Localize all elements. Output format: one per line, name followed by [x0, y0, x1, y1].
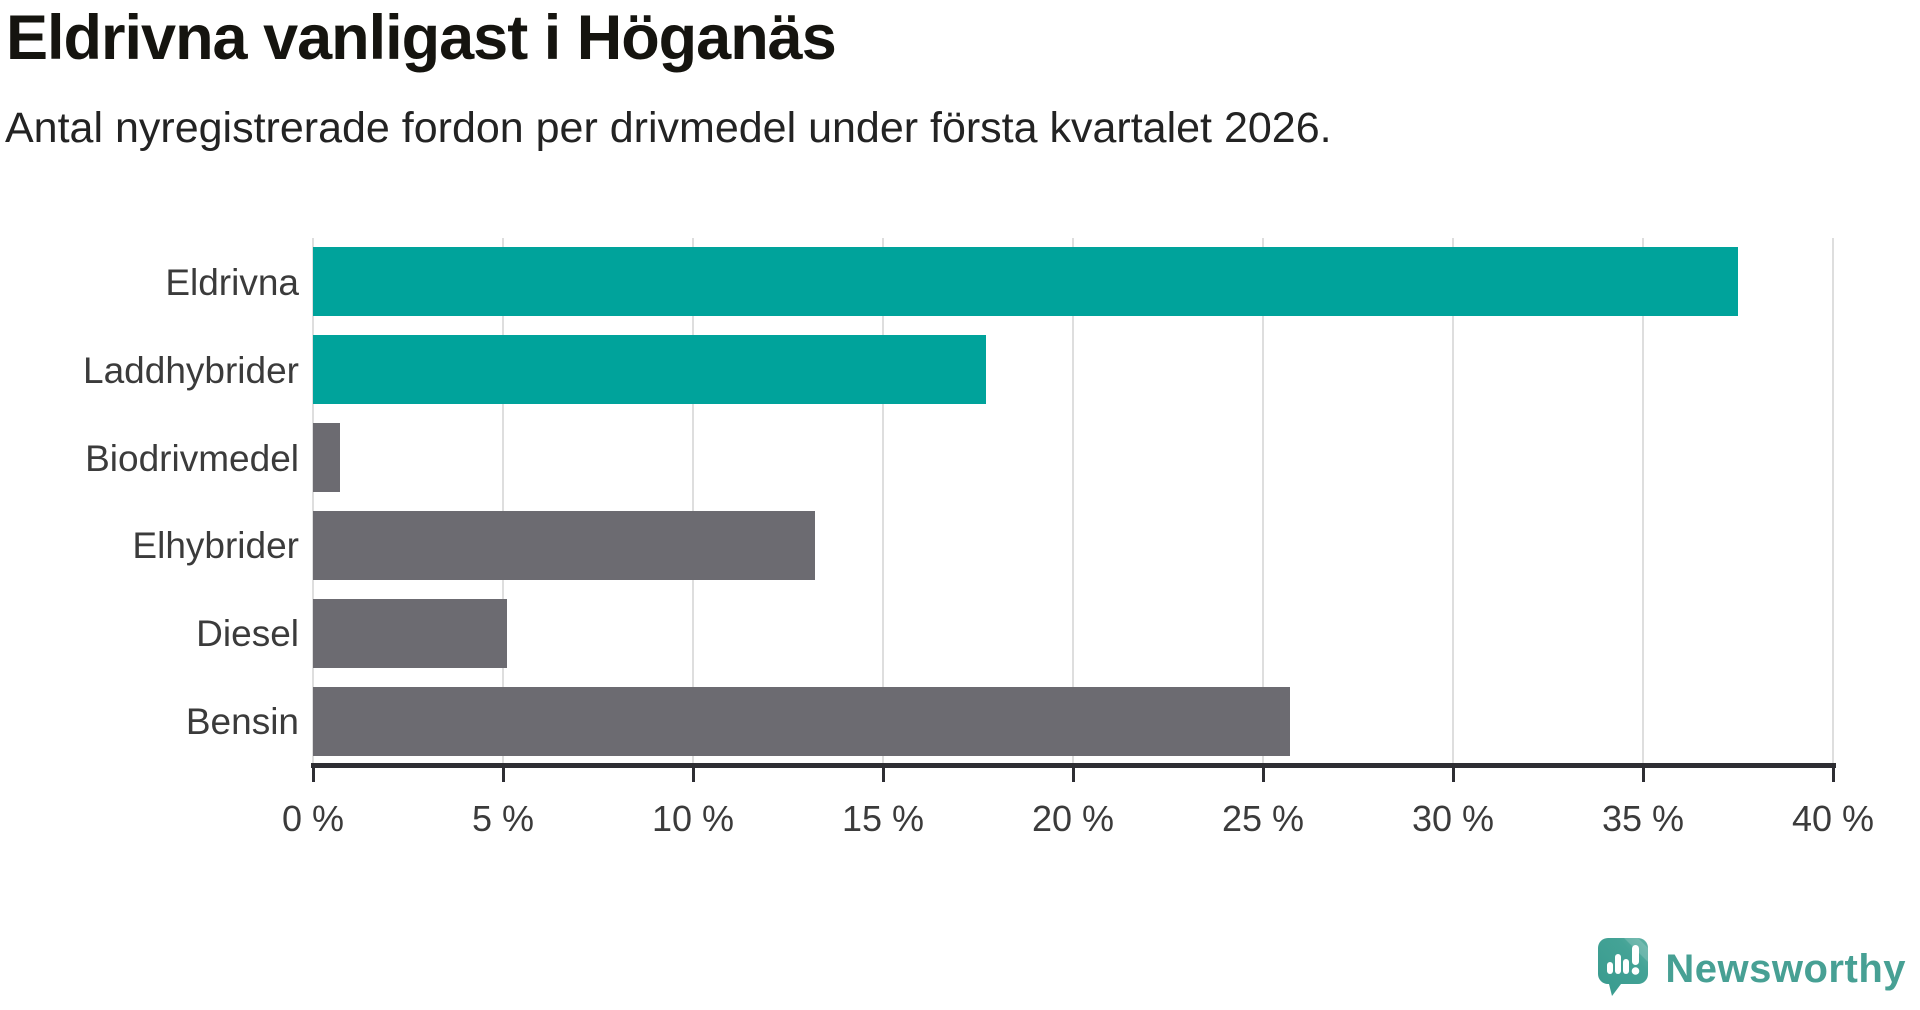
newsworthy-logo: Newsworthy [1597, 937, 1906, 1002]
bar-eldrivna [313, 247, 1738, 317]
x-axis-tick [502, 768, 505, 782]
x-axis-tick [1452, 768, 1455, 782]
gridline [1452, 238, 1454, 765]
bar-laddhybrider [313, 335, 986, 405]
x-axis-tick [1072, 768, 1075, 782]
x-axis-tick-label: 0 % [281, 798, 345, 839]
x-axis-tick [312, 768, 315, 782]
newsworthy-wordmark: Newsworthy [1665, 947, 1906, 991]
bar-bensin [313, 686, 1290, 756]
gridline [692, 238, 694, 765]
x-axis-tick [1262, 768, 1265, 782]
gridline [1832, 238, 1834, 765]
gridline [882, 238, 884, 765]
x-axis-line [311, 763, 1836, 768]
x-axis-tick [1832, 768, 1835, 782]
category-label-eldrivna: Eldrivna [165, 261, 299, 303]
x-axis-tick-label: 10 % [651, 798, 735, 839]
category-label-biodrivmedel: Biodrivmedel [85, 437, 299, 479]
category-label-elhybrider: Elhybrider [132, 525, 299, 567]
category-label-laddhybrider: Laddhybrider [83, 349, 299, 391]
category-label-bensin: Bensin [185, 701, 299, 743]
gridline [1262, 238, 1264, 765]
x-axis-tick-label: 30 % [1411, 798, 1495, 839]
x-axis-tick-label: 15 % [841, 798, 925, 839]
category-label-diesel: Diesel [196, 613, 299, 655]
chart-title: Eldrivna vanligast i Höganäs [6, 3, 837, 73]
bar-biodrivmedel [313, 423, 340, 493]
x-axis-tick [882, 768, 885, 782]
gridline [1072, 238, 1074, 765]
gridline [502, 238, 504, 765]
x-axis-tick-label: 20 % [1031, 798, 1115, 839]
gridline [312, 238, 314, 765]
x-axis-tick-label: 25 % [1221, 798, 1305, 839]
x-axis-tick-label: 5 % [471, 798, 535, 839]
gridline [1642, 238, 1644, 765]
chart-subtitle: Antal nyregistrerade fordon per drivmede… [5, 104, 1332, 152]
x-axis-tick [692, 768, 695, 782]
plot-area [312, 238, 1834, 765]
newsworthy-speech-bubble-chart-icon [1597, 937, 1649, 1002]
x-axis-tick-label: 35 % [1601, 798, 1685, 839]
bar-diesel [313, 598, 507, 668]
x-axis-tick [1642, 768, 1645, 782]
bar-elhybrider [313, 510, 815, 580]
x-axis-tick-label: 40 % [1791, 798, 1875, 839]
